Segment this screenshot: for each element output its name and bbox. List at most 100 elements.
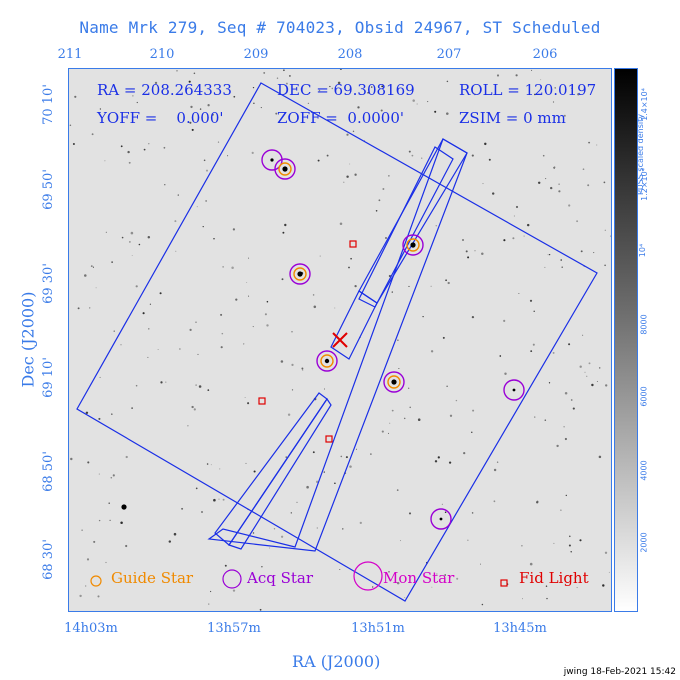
background-star [131,255,133,257]
background-star [548,382,551,384]
background-star [570,399,573,401]
background-star [579,365,582,368]
background-star [537,181,541,185]
background-star [580,250,583,253]
background-star [545,585,548,587]
background-star [471,315,475,319]
background-star [577,93,580,96]
chip-mid-strip [330,290,378,360]
background-star [69,124,72,127]
background-star [266,324,269,327]
background-star [531,69,533,71]
x-axis-title: RA (J2000) [292,652,381,671]
background-star [70,457,73,461]
background-star [346,133,349,136]
fov-outline [76,82,598,602]
background-star [235,298,238,301]
background-star [474,250,476,252]
background-star [324,388,326,390]
background-star [179,348,181,350]
background-star [290,512,292,514]
left-tick-label: 68 50' [40,451,56,492]
background-star [554,87,556,89]
legend-guide-icon [90,575,102,587]
background-star [576,220,579,223]
background-star [148,143,150,145]
background-star [340,455,343,458]
background-star [316,527,318,529]
background-star [588,362,591,365]
guide-star-marker [387,375,401,389]
background-star [542,154,545,157]
info-zoff: ZOFF = 0.0000' [277,109,405,127]
background-star [396,581,400,585]
background-star [261,566,263,568]
background-star [207,389,210,391]
background-star [345,456,348,459]
background-star [576,587,578,589]
background-star [160,381,163,384]
background-star [95,287,97,289]
colorbar-tick: 1.4×10⁴ [639,88,649,121]
background-star [135,384,138,387]
colorbar [614,68,638,612]
background-star [222,498,225,501]
background-star [408,285,410,287]
background-star [529,562,533,566]
background-star [568,343,571,346]
background-star [568,575,570,577]
background-star [481,603,484,606]
bottom-tick-label: 13h45m [493,621,547,636]
background-star [163,146,166,149]
background-star [164,184,166,186]
background-star [568,204,571,207]
background-star [359,521,362,525]
background-star [77,307,80,310]
background-star [280,360,284,363]
background-star [220,313,223,316]
background-star [302,369,304,371]
background-star [378,199,381,202]
background-star [403,417,406,420]
background-star [331,87,334,90]
background-star [604,551,608,554]
background-star [109,519,111,522]
background-star [346,175,349,178]
background-star [323,471,325,473]
background-star [448,461,452,464]
background-star [472,409,475,412]
background-star [191,128,194,131]
background-star [334,307,336,309]
background-star [493,500,496,503]
background-star [430,350,434,353]
background-star [232,228,236,231]
left-tick-label: 69 50' [40,169,56,210]
background-star [388,175,390,177]
background-star [504,372,507,375]
background-star [221,332,224,335]
info-yoff: YOFF = 0.000' [97,109,224,127]
sky-image[interactable]: RA = 208.264333 DEC = 69.308169 ROLL = 1… [68,68,612,612]
info-roll: ROLL = 120.0197 [459,81,597,99]
background-star [563,114,566,117]
background-star [120,145,123,148]
background-star [339,569,341,571]
background-star [131,407,133,409]
background-star [288,74,291,77]
background-star [370,453,372,455]
background-star [85,585,87,587]
acq-star-marker [289,263,311,285]
background-star [173,532,177,536]
background-star [247,402,250,405]
background-star [313,305,317,309]
background-star [125,455,128,459]
background-star [471,431,473,433]
background-star [388,570,390,573]
background-star [219,468,221,470]
background-star [193,72,196,75]
background-star [564,437,567,441]
background-star [291,331,293,333]
background-star [291,363,294,367]
top-tick-label: 211 [57,47,83,62]
background-star [334,482,336,485]
